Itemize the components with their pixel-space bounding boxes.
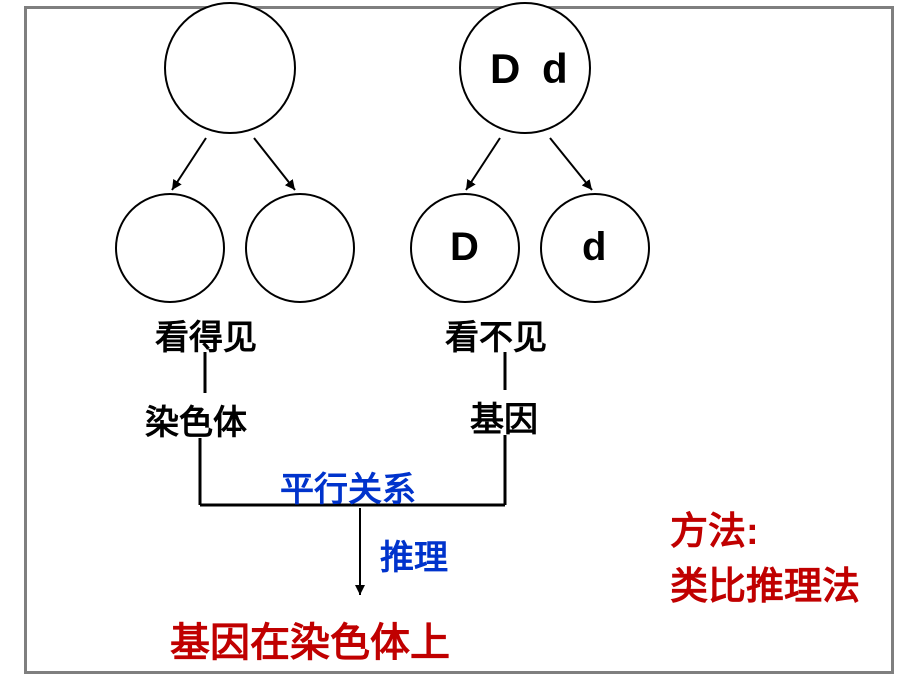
allele-D-bottom: D bbox=[450, 225, 479, 270]
cell-top-left bbox=[164, 2, 296, 134]
label-visible: 看得见 bbox=[155, 310, 257, 359]
label-conclusion: 基因在染色体上 bbox=[170, 610, 450, 668]
label-gene: 基因 bbox=[470, 392, 538, 441]
label-parallel: 平行关系 bbox=[280, 462, 416, 511]
label-chromosome: 染色体 bbox=[145, 395, 247, 444]
cell-bottom-left-2 bbox=[245, 193, 355, 303]
allele-D-top: D bbox=[490, 45, 520, 93]
label-method-title: 方法: bbox=[670, 500, 759, 555]
cell-bottom-left-1 bbox=[115, 193, 225, 303]
allele-d-top: d bbox=[542, 45, 568, 93]
label-inference: 推理 bbox=[380, 530, 448, 579]
label-method-name: 类比推理法 bbox=[670, 555, 860, 610]
cell-top-right bbox=[459, 2, 591, 134]
allele-d-bottom: d bbox=[582, 225, 606, 270]
label-invisible: 看不见 bbox=[445, 310, 547, 359]
